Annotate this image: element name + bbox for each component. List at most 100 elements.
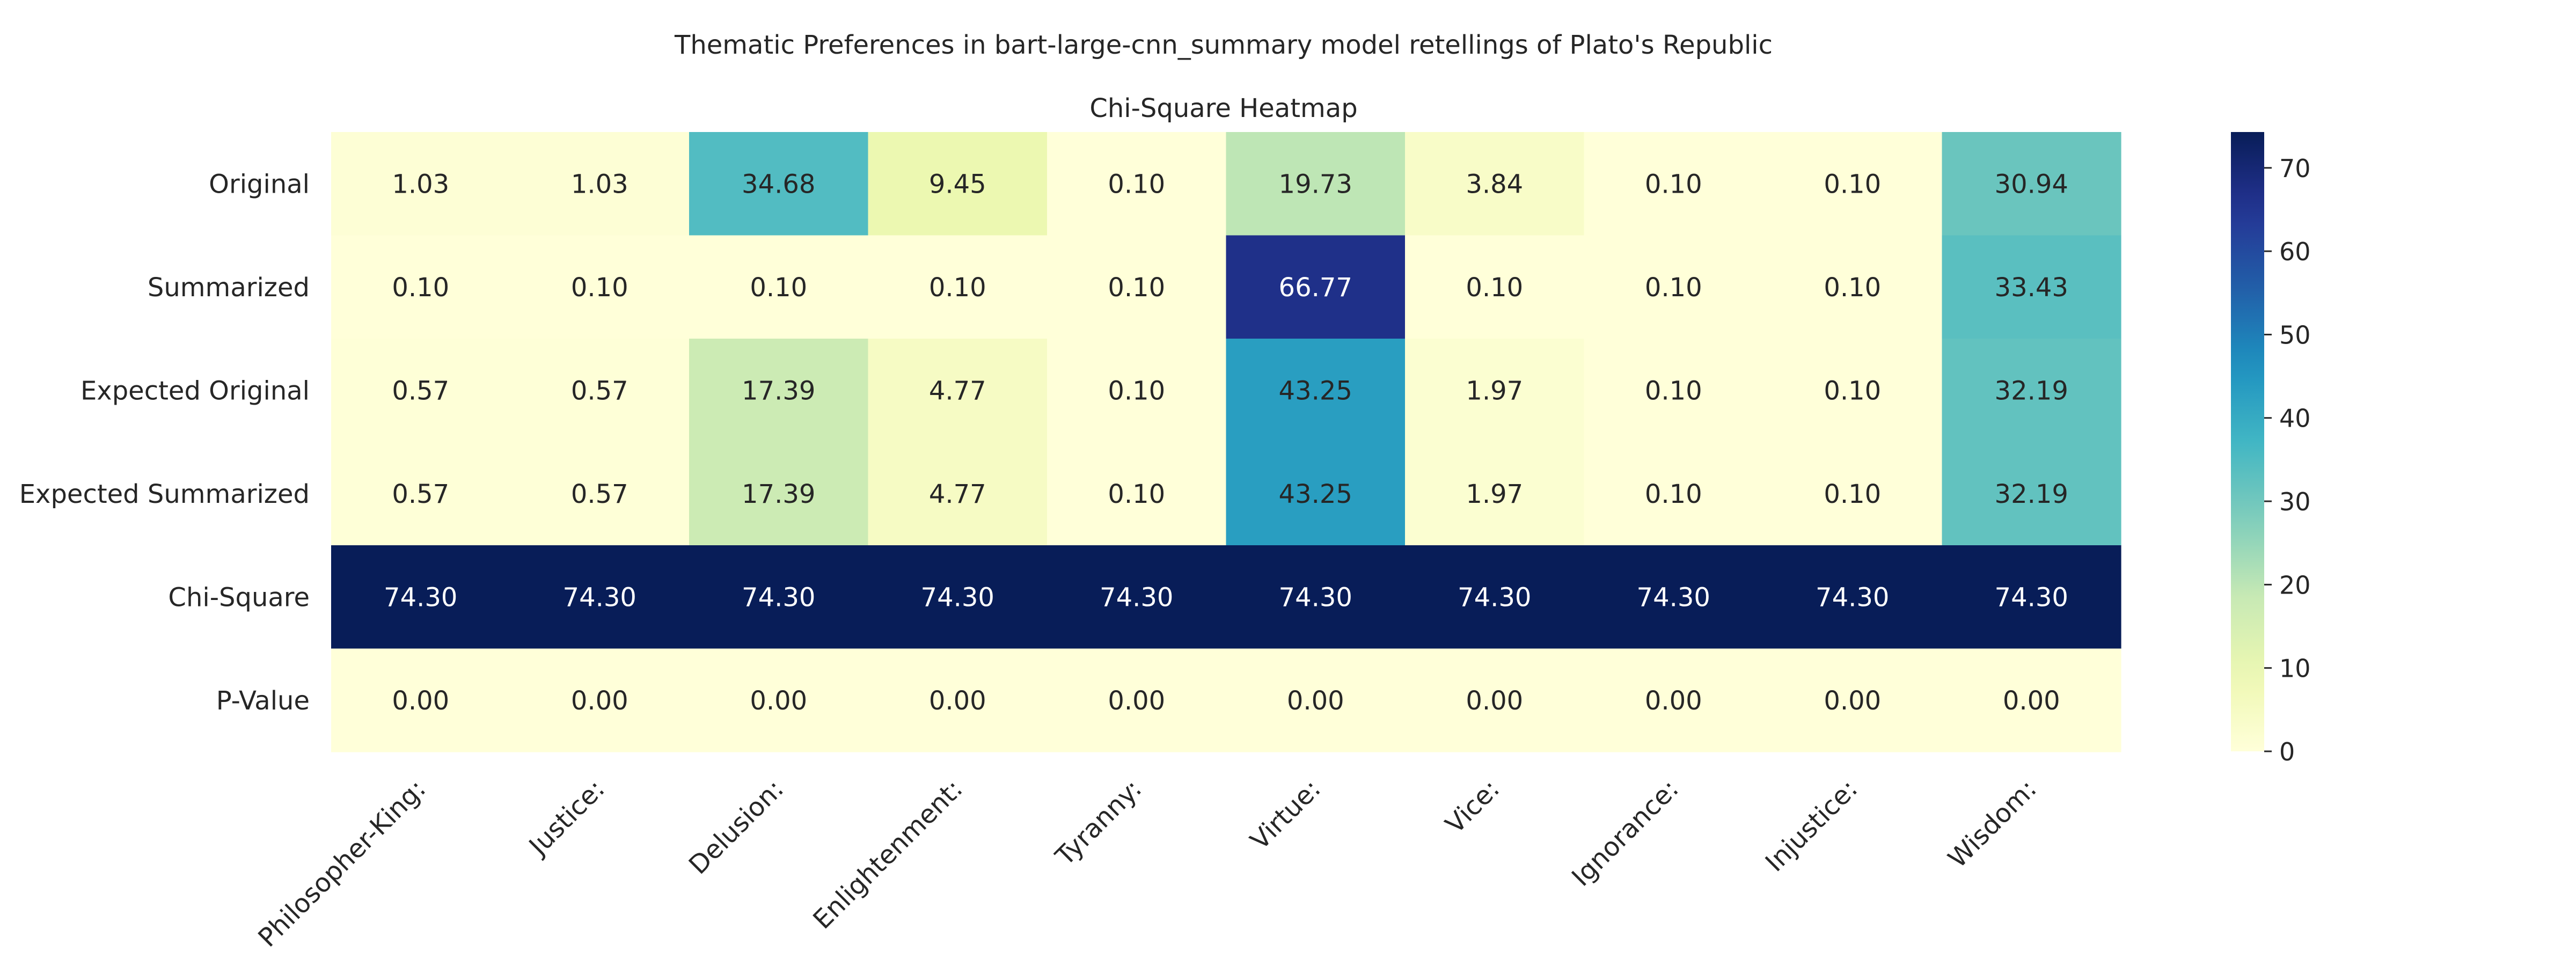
heatmap-cell: [1047, 235, 1227, 339]
colorbar-tick-label: 50: [2279, 320, 2311, 349]
cell-value-label: 17.39: [742, 376, 815, 406]
colorbar-tick-label: 30: [2279, 487, 2311, 516]
heatmap-cell: [331, 235, 511, 339]
heatmap-cell: [1942, 132, 2121, 236]
cell-value-label: 0.00: [1108, 686, 1165, 716]
row-label: Chi-Square: [168, 582, 310, 612]
heatmap-cell: [1405, 442, 1585, 546]
cell-value-label: 30.94: [1995, 169, 2068, 199]
cell-value-label: 3.84: [1466, 169, 1523, 199]
colorbar-tick-label: 60: [2279, 237, 2311, 266]
heatmap-cell: [1584, 132, 1763, 236]
cell-value-label: 0.00: [1287, 686, 1344, 716]
heatmap-cell: [1584, 235, 1763, 339]
heatmap-cell: [1405, 235, 1585, 339]
heatmap-cell: [1047, 545, 1227, 649]
heatmap-cell: [868, 235, 1048, 339]
cell-value-label: 0.10: [1824, 479, 1881, 509]
heatmap-cell: [1763, 132, 1943, 236]
cell-value-label: 33.43: [1995, 273, 2068, 303]
cell-value-label: 0.10: [750, 273, 807, 303]
colorbar: 0 10 20 30 40 50 60 70: [2231, 132, 2311, 766]
heatmap-cell: [510, 235, 690, 339]
row-label: Expected Original: [80, 376, 310, 406]
cell-value-label: 43.25: [1279, 479, 1352, 509]
heatmap-cell: [689, 648, 869, 752]
heatmap-cell: [331, 648, 511, 752]
cell-value-label: 66.77: [1279, 273, 1352, 303]
cell-value-label: 74.30: [1279, 582, 1352, 612]
heatmap-cell: [689, 235, 869, 339]
heatmap-cell: [868, 132, 1048, 236]
cell-value-label: 0.57: [392, 479, 449, 509]
heatmap-cell: [1942, 235, 2121, 339]
cell-value-label: 0.57: [571, 376, 628, 406]
cell-value-label: 74.30: [384, 582, 457, 612]
colorbar-tick-label: 70: [2279, 154, 2311, 183]
heatmap-cell: [1226, 132, 1406, 236]
heatmap-cell: [1226, 545, 1406, 649]
row-label: Expected Summarized: [19, 479, 310, 509]
cell-value-label: 0.10: [571, 273, 628, 303]
heatmap-cell: [1405, 339, 1585, 443]
heatmap-cell: [510, 132, 690, 236]
cell-value-label: 0.10: [1824, 273, 1881, 303]
heatmap-cell: [1584, 545, 1763, 649]
heatmap-cell: [1047, 339, 1227, 443]
cell-value-label: 0.10: [1645, 479, 1702, 509]
cell-value-label: 32.19: [1995, 479, 2068, 509]
heatmap-cell: [1763, 442, 1943, 546]
cell-value-label: 1.03: [392, 169, 449, 199]
row-label: Original: [209, 169, 310, 199]
cell-value-label: 0.10: [1645, 376, 1702, 406]
heatmap-cell: [1942, 442, 2121, 546]
heatmap-cell: [689, 442, 869, 546]
figure-suptitle: Thematic Preferences in bart-large-cnn_s…: [674, 30, 1773, 60]
cell-value-label: 0.10: [1466, 273, 1523, 303]
heatmap-cell: [689, 545, 869, 649]
cell-value-label: 0.57: [571, 479, 628, 509]
heatmap-cell: [510, 339, 690, 443]
heatmap-cell: [1047, 648, 1227, 752]
heatmap-cell: [1226, 648, 1406, 752]
row-label: Summarized: [148, 273, 310, 303]
cell-value-label: 0.10: [1108, 273, 1165, 303]
heatmap-cell: [331, 545, 511, 649]
cell-value-label: 0.10: [1645, 169, 1702, 199]
heatmap-cell: [1942, 648, 2121, 752]
heatmap-cell: [1405, 132, 1585, 236]
heatmap-cell: [1584, 442, 1763, 546]
cell-value-label: 0.10: [1645, 273, 1702, 303]
heatmap-cell: [510, 545, 690, 649]
heatmap-cell: [1942, 545, 2121, 649]
cell-value-label: 74.30: [1100, 582, 1173, 612]
heatmap-cell: [331, 339, 511, 443]
row-labels: Original Summarized Expected Original Expec…: [19, 169, 310, 716]
cell-value-label: 1.97: [1466, 376, 1523, 406]
heatmap-cell: [1226, 339, 1406, 443]
cell-value-label: 4.77: [929, 479, 986, 509]
heatmap-cell: [510, 648, 690, 752]
heatmap-cells: [331, 132, 2121, 752]
heatmap-cell: [331, 442, 511, 546]
cell-value-label: 0.10: [1824, 169, 1881, 199]
cell-value-label: 0.00: [392, 686, 449, 716]
heatmap-annotations: 1.03 1.03 34.68 9.45 0.10 19.73 3.84 0.10 0.10 30…: [384, 169, 2068, 716]
heatmap-cell: [1047, 442, 1227, 546]
heatmap-cell: [1226, 235, 1406, 339]
heatmap-cell: [1942, 339, 2121, 443]
heatmap-cell: [1763, 339, 1943, 443]
cell-value-label: 74.30: [742, 582, 815, 612]
cell-value-label: 0.00: [1645, 686, 1702, 716]
cell-value-label: 0.00: [750, 686, 807, 716]
colorbar-tick-label: 0: [2279, 737, 2295, 766]
cell-value-label: 74.30: [1995, 582, 2068, 612]
cell-value-label: 0.10: [1108, 479, 1165, 509]
colorbar-tick-label: 10: [2279, 654, 2311, 683]
heatmap-cell: [1405, 545, 1585, 649]
cell-value-label: 0.10: [1824, 376, 1881, 406]
cell-value-label: 17.39: [742, 479, 815, 509]
heatmap-cell: [331, 132, 511, 236]
cell-value-label: 9.45: [929, 169, 986, 199]
